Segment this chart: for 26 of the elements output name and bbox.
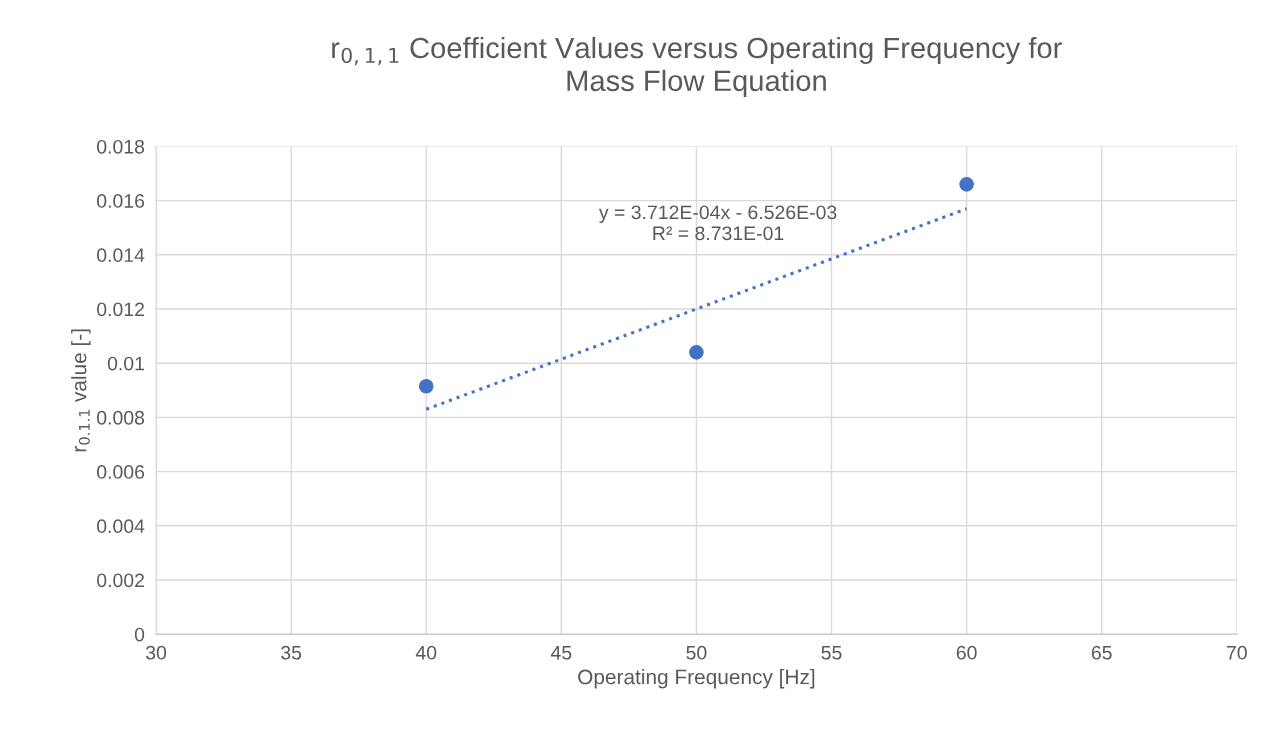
chart-title: r$_{0,1,1}$ Coefficient Values versus Operating Frequency for Mass Flow Equation xyxy=(332,36,1062,97)
x-tick-label: 45 xyxy=(550,646,572,660)
annotation: y = 3.712E-04x - 6.526E-03 R² = 8.731E-01 xyxy=(598,205,837,241)
x-tick-label: 55 xyxy=(821,646,842,660)
x-tick-label: 35 xyxy=(281,645,302,660)
y-tick-label: 0.016 xyxy=(97,194,145,208)
y-tick-label: 0.002 xyxy=(97,573,144,588)
x-tick-label: 50 xyxy=(686,645,707,660)
y-tick-label: 0.01 xyxy=(107,356,144,371)
point xyxy=(959,177,974,192)
y-tick-label: 0.008 xyxy=(97,410,145,425)
y-tick-label: 0.004 xyxy=(97,519,145,534)
x-axis-title: Operating Frequency [Hz] xyxy=(578,669,815,689)
x-tick-label: 60 xyxy=(956,645,977,660)
y-tick-label: 0.012 xyxy=(97,302,144,317)
x-tick-label: 65 xyxy=(1091,645,1112,660)
x-tick-label: 70 xyxy=(1226,645,1247,660)
y-tick-label: 0.006 xyxy=(97,465,145,479)
y-tick-label: 0 xyxy=(134,627,145,642)
x-tick-label: 40 xyxy=(415,645,437,660)
y-axis-title: r$_{0.1.1}$ value [-] xyxy=(71,329,91,452)
y-tick-label: 0.018 xyxy=(97,139,145,154)
point xyxy=(689,345,704,360)
x-tick-label: 30 xyxy=(145,645,167,660)
y-tick-label: 0.014 xyxy=(97,248,145,263)
point xyxy=(418,378,434,394)
